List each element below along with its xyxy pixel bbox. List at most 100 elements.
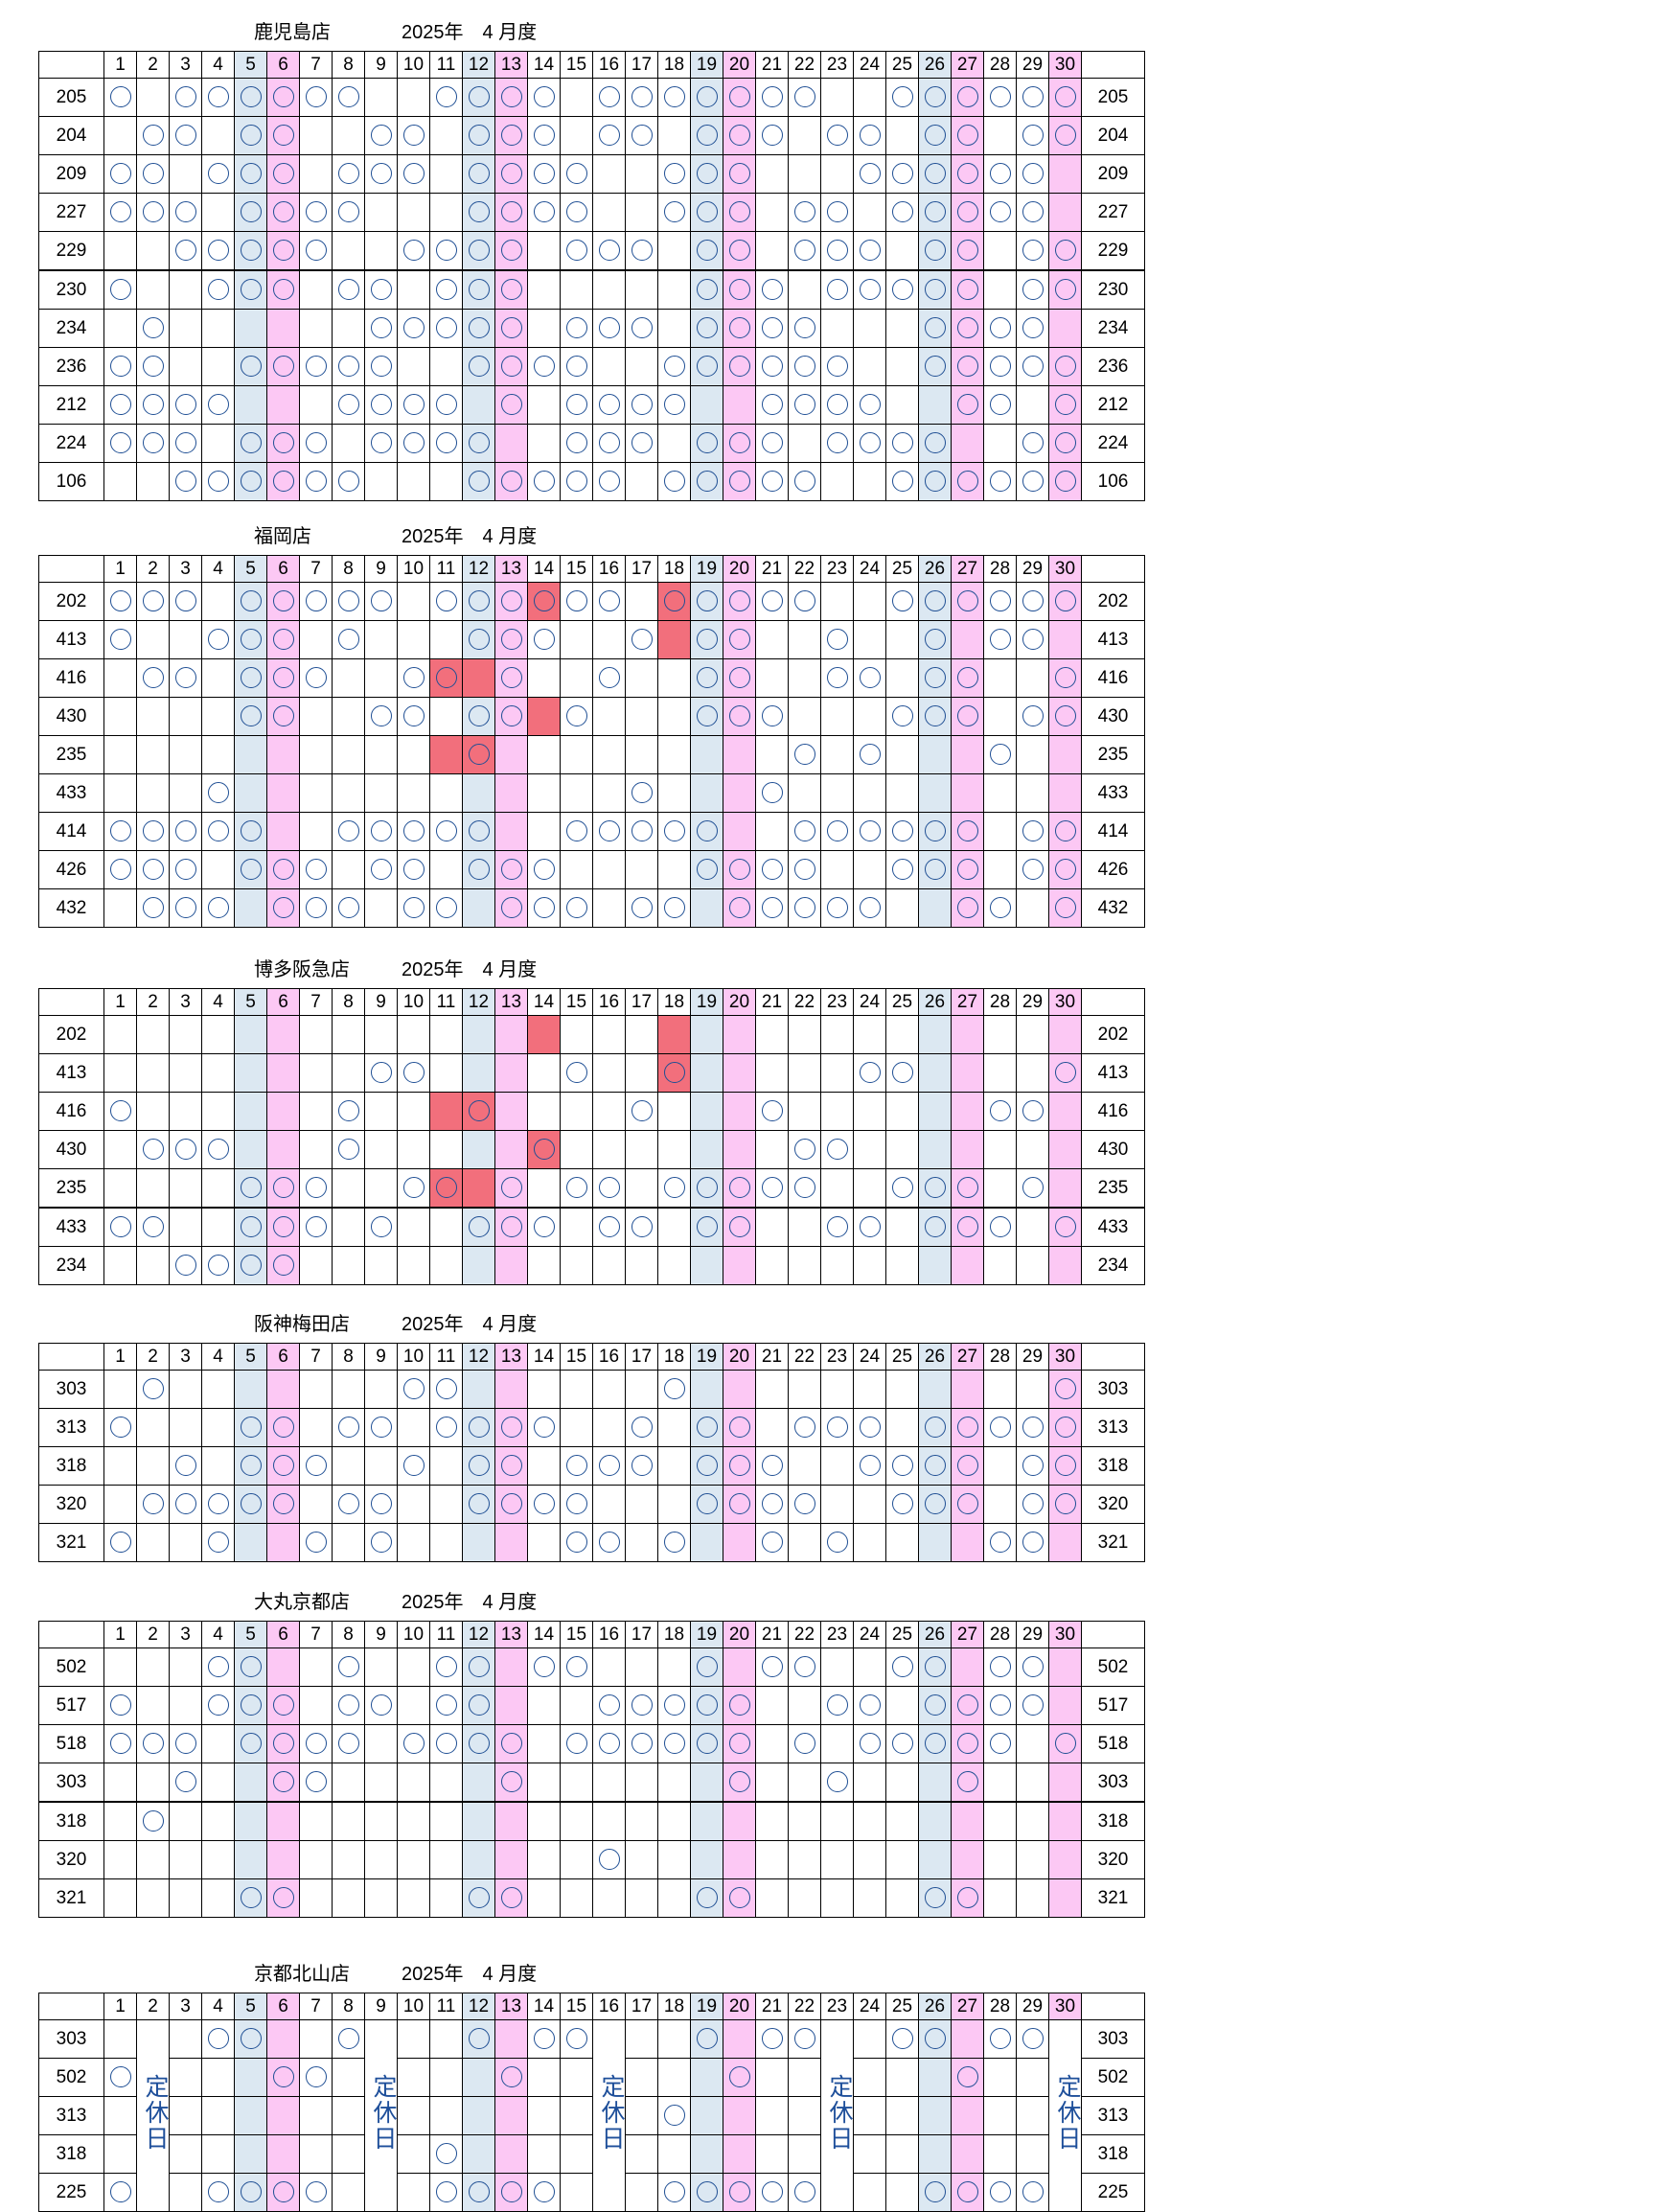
schedule-cell[interactable] [820, 620, 854, 659]
schedule-cell[interactable] [462, 462, 495, 501]
schedule-cell[interactable] [266, 78, 300, 117]
schedule-cell[interactable] [266, 1485, 300, 1524]
schedule-cell[interactable] [364, 1446, 398, 1486]
schedule-cell[interactable] [657, 1207, 691, 1247]
schedule-cell[interactable] [657, 2134, 691, 2174]
schedule-cell[interactable] [527, 193, 561, 232]
schedule-cell[interactable] [853, 116, 886, 155]
schedule-cell[interactable] [136, 347, 170, 386]
schedule-cell[interactable] [625, 2096, 658, 2135]
schedule-cell[interactable] [788, 269, 821, 310]
schedule-cell[interactable] [918, 812, 952, 851]
schedule-cell[interactable] [918, 462, 952, 501]
schedule-cell[interactable] [755, 620, 789, 659]
schedule-cell[interactable] [103, 424, 137, 463]
schedule-cell[interactable] [788, 462, 821, 501]
schedule-cell[interactable] [299, 582, 333, 621]
schedule-cell[interactable] [299, 269, 333, 310]
schedule-cell[interactable] [690, 850, 723, 889]
schedule-cell[interactable] [266, 1523, 300, 1562]
schedule-cell[interactable] [397, 424, 430, 463]
schedule-cell[interactable] [397, 582, 430, 621]
schedule-cell[interactable] [983, 1092, 1017, 1131]
schedule-cell[interactable] [690, 424, 723, 463]
schedule-cell[interactable] [690, 812, 723, 851]
schedule-cell[interactable] [820, 1878, 854, 1918]
schedule-cell[interactable] [1048, 1801, 1082, 1841]
schedule-cell[interactable] [169, 116, 202, 155]
schedule-cell[interactable] [625, 658, 658, 698]
schedule-cell[interactable] [723, 1724, 756, 1763]
schedule-cell[interactable] [266, 2019, 300, 2059]
schedule-cell[interactable] [951, 2019, 984, 2059]
schedule-cell[interactable] [332, 2134, 365, 2174]
schedule-cell[interactable] [103, 1053, 137, 1093]
schedule-cell[interactable] [136, 385, 170, 425]
schedule-cell[interactable] [820, 1370, 854, 1409]
schedule-cell[interactable] [918, 2134, 952, 2174]
schedule-cell[interactable] [625, 1724, 658, 1763]
schedule-cell[interactable] [560, 1370, 593, 1409]
schedule-cell[interactable] [918, 2173, 952, 2212]
schedule-cell[interactable] [103, 888, 137, 928]
schedule-cell[interactable] [885, 2096, 919, 2135]
schedule-cell[interactable] [1016, 850, 1049, 889]
schedule-cell[interactable] [820, 735, 854, 774]
schedule-cell[interactable] [788, 2058, 821, 2097]
schedule-cell[interactable] [951, 1647, 984, 1687]
schedule-cell[interactable] [103, 1686, 137, 1725]
schedule-cell[interactable] [951, 1801, 984, 1841]
schedule-cell[interactable] [462, 1207, 495, 1247]
schedule-cell[interactable] [885, 347, 919, 386]
schedule-cell[interactable] [266, 812, 300, 851]
schedule-cell[interactable] [951, 582, 984, 621]
schedule-cell[interactable] [853, 1647, 886, 1687]
schedule-cell[interactable] [592, 1878, 626, 1918]
schedule-cell[interactable] [494, 850, 528, 889]
schedule-cell[interactable] [397, 735, 430, 774]
schedule-cell[interactable] [723, 1246, 756, 1285]
schedule-cell[interactable] [429, 2019, 463, 2059]
schedule-cell[interactable] [169, 1370, 202, 1409]
schedule-cell[interactable] [657, 1647, 691, 1687]
schedule-cell[interactable] [527, 1647, 561, 1687]
schedule-cell[interactable] [1048, 78, 1082, 117]
schedule-cell[interactable] [723, 1053, 756, 1093]
schedule-cell[interactable] [918, 347, 952, 386]
schedule-cell[interactable] [494, 2058, 528, 2097]
schedule-cell[interactable] [266, 773, 300, 813]
schedule-cell[interactable] [494, 1801, 528, 1841]
schedule-cell[interactable] [853, 1523, 886, 1562]
schedule-cell[interactable] [723, 658, 756, 698]
schedule-cell[interactable] [527, 1724, 561, 1763]
schedule-cell[interactable] [983, 1840, 1017, 1879]
schedule-cell[interactable] [234, 2173, 267, 2212]
schedule-cell[interactable] [494, 424, 528, 463]
schedule-cell[interactable] [234, 1015, 267, 1054]
schedule-cell[interactable] [918, 1207, 952, 1247]
schedule-cell[interactable] [560, 1053, 593, 1093]
schedule-cell[interactable] [299, 773, 333, 813]
schedule-cell[interactable] [1048, 1207, 1082, 1247]
schedule-cell[interactable] [560, 462, 593, 501]
schedule-cell[interactable] [429, 735, 463, 774]
schedule-cell[interactable] [560, 1801, 593, 1841]
schedule-cell[interactable] [1016, 1523, 1049, 1562]
schedule-cell[interactable] [266, 1408, 300, 1447]
schedule-cell[interactable] [494, 1485, 528, 1524]
schedule-cell[interactable] [820, 231, 854, 271]
schedule-cell[interactable] [332, 309, 365, 348]
schedule-cell[interactable] [103, 812, 137, 851]
schedule-cell[interactable] [755, 1168, 789, 1209]
schedule-cell[interactable] [136, 309, 170, 348]
schedule-cell[interactable] [755, 850, 789, 889]
schedule-cell[interactable] [983, 309, 1017, 348]
schedule-cell[interactable] [885, 1408, 919, 1447]
schedule-cell[interactable] [951, 658, 984, 698]
schedule-cell[interactable] [788, 1053, 821, 1093]
schedule-cell[interactable] [625, 1015, 658, 1054]
schedule-cell[interactable] [1048, 1840, 1082, 1879]
schedule-cell[interactable] [951, 347, 984, 386]
schedule-cell[interactable] [494, 1246, 528, 1285]
schedule-cell[interactable] [201, 154, 235, 194]
